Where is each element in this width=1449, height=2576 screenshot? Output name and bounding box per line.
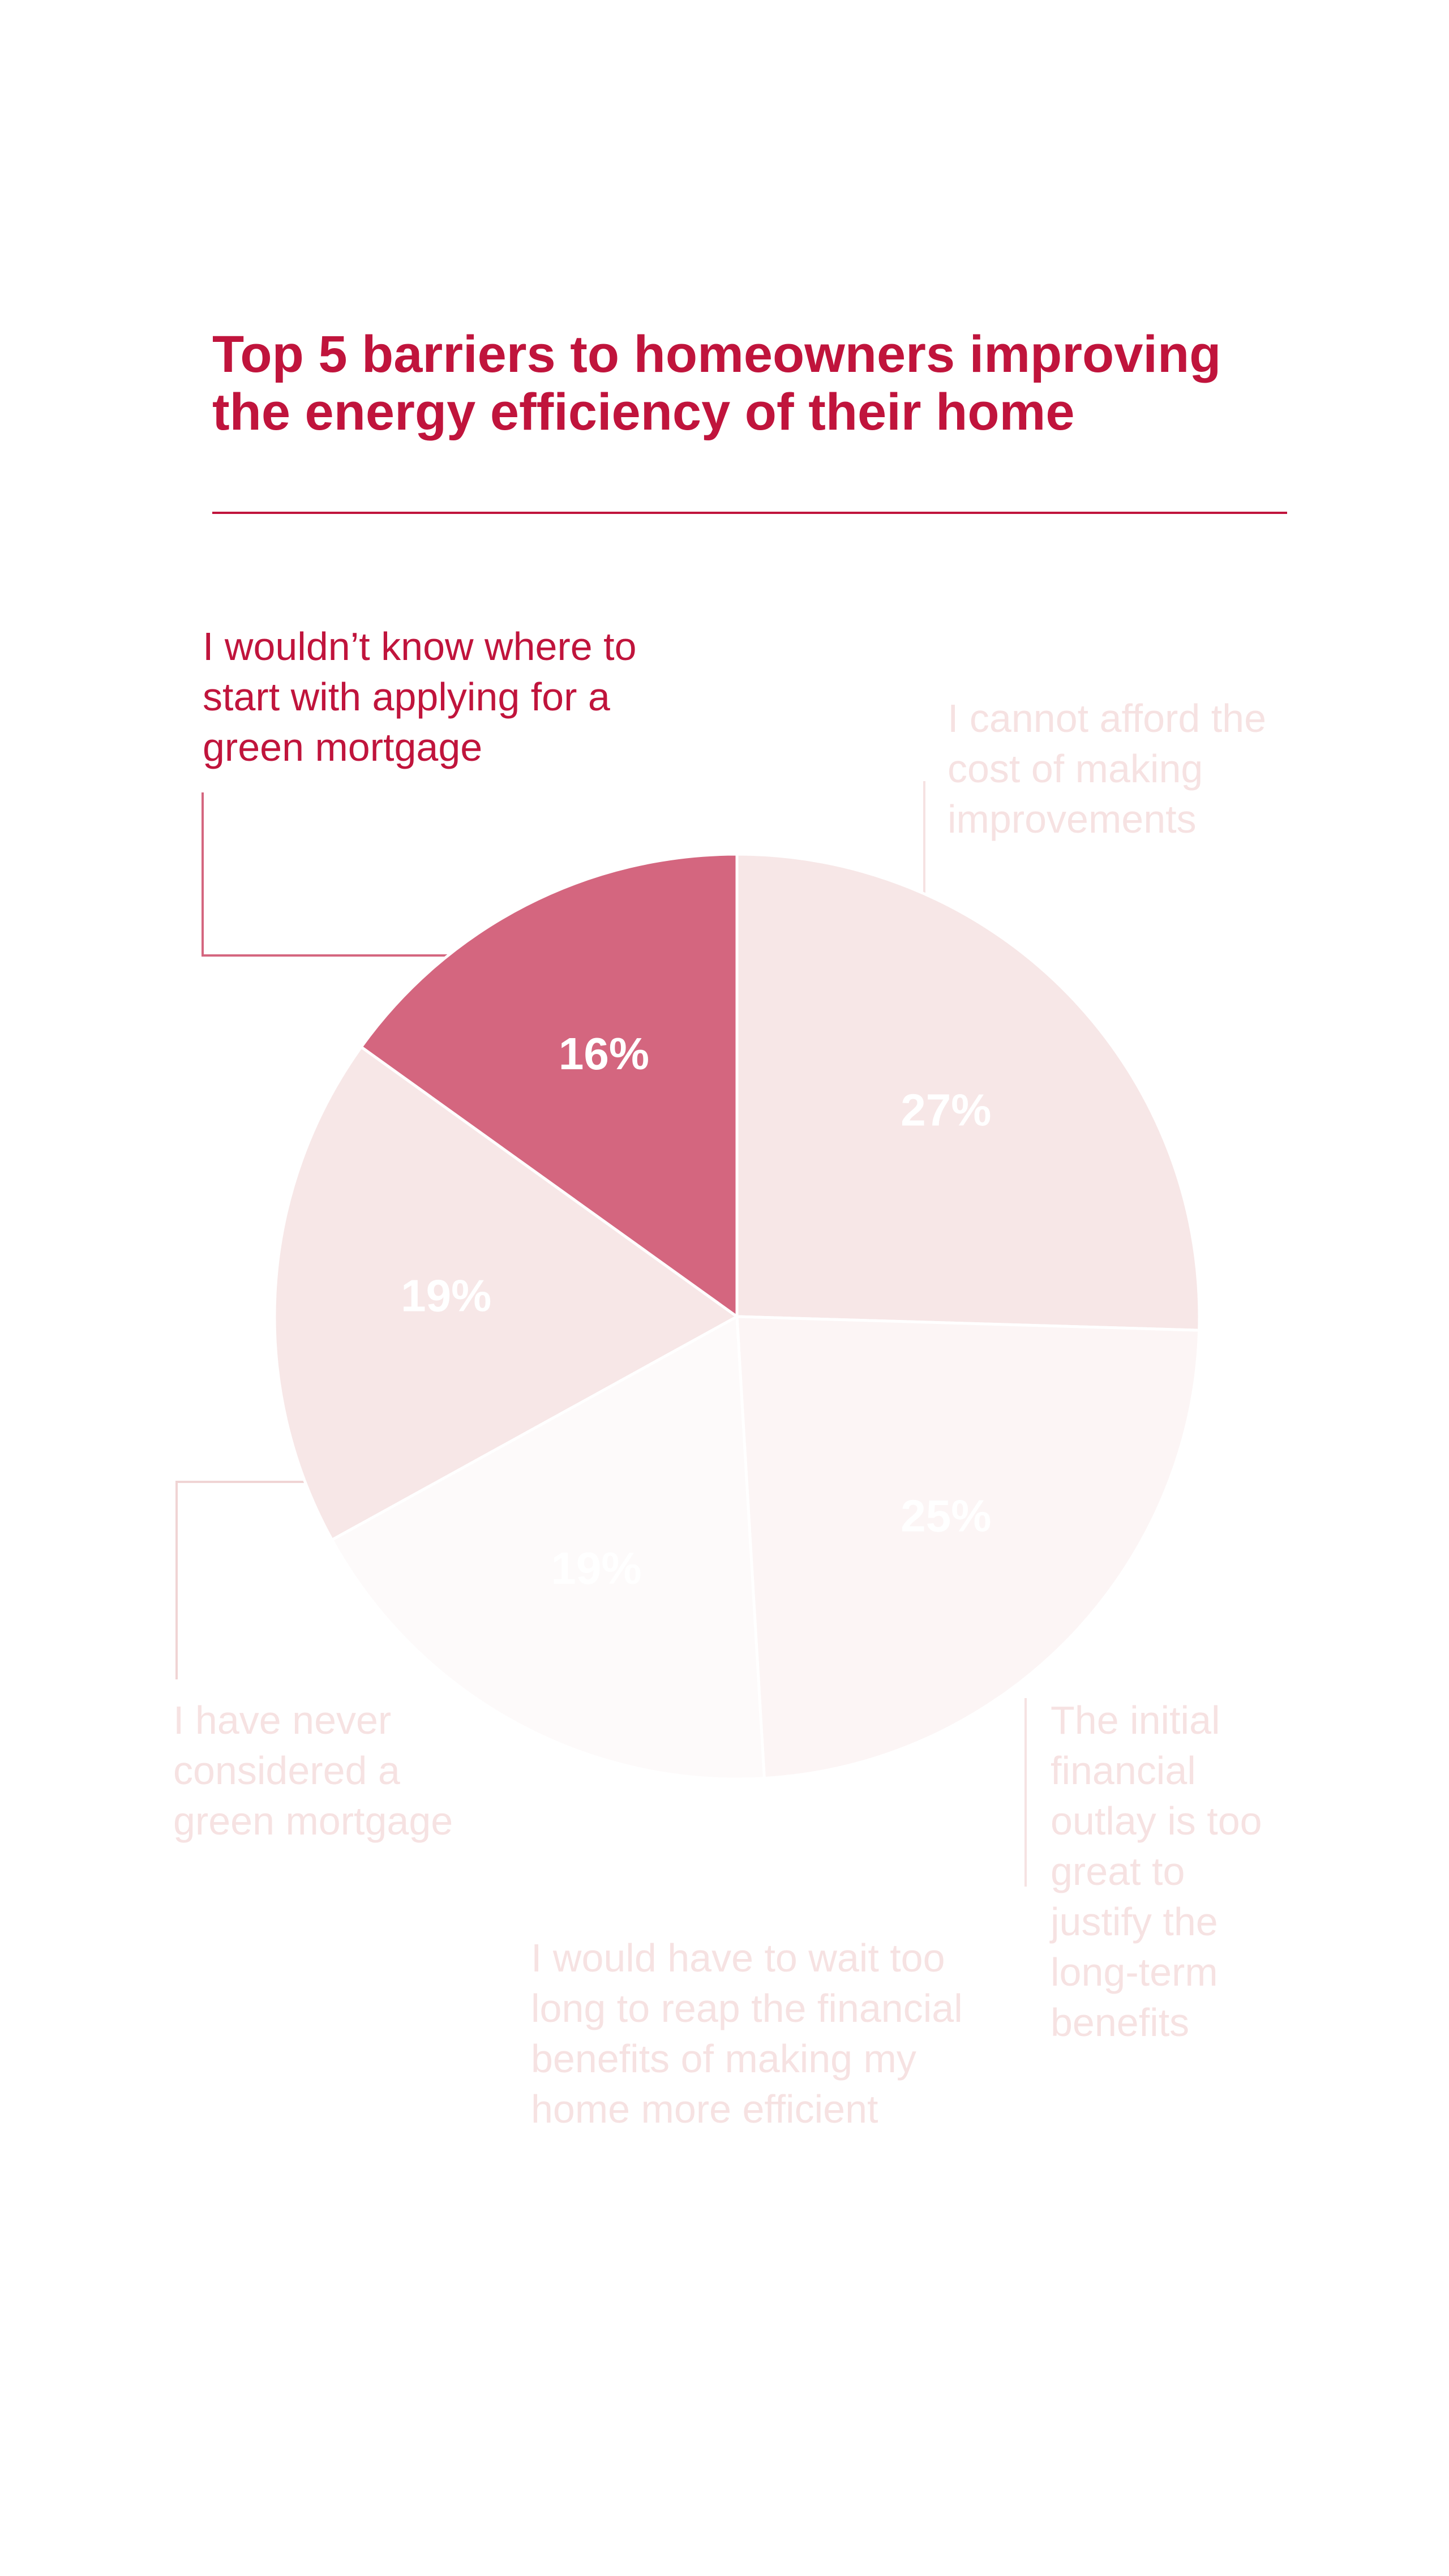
pie-slice [359, 852, 739, 1319]
value-label: 19% [401, 1271, 491, 1321]
pie-slice [735, 1315, 1201, 1780]
pie-slice [735, 852, 1201, 1332]
value-label: 16% [559, 1028, 649, 1079]
category-label: I would have to wait too long to reap th… [531, 1936, 963, 2131]
category-label: The initial financial outlay is too grea… [1051, 1698, 1262, 2044]
leader-line [175, 1481, 307, 1679]
value-label: 27% [901, 1085, 991, 1135]
leader-line [202, 792, 454, 957]
value-label: 19% [551, 1543, 641, 1593]
value-label: 25% [901, 1491, 991, 1541]
chart-title: Top 5 barriers to homeowners improving t… [212, 325, 1221, 441]
category-label: I wouldn’t know where to start with appl… [203, 624, 637, 769]
category-label: I cannot afford the cost of making impro… [948, 696, 1267, 841]
category-label: I have never considered a green mortgage [173, 1698, 453, 1843]
pie-slice [330, 1314, 766, 1781]
pie-slice [273, 1045, 740, 1542]
